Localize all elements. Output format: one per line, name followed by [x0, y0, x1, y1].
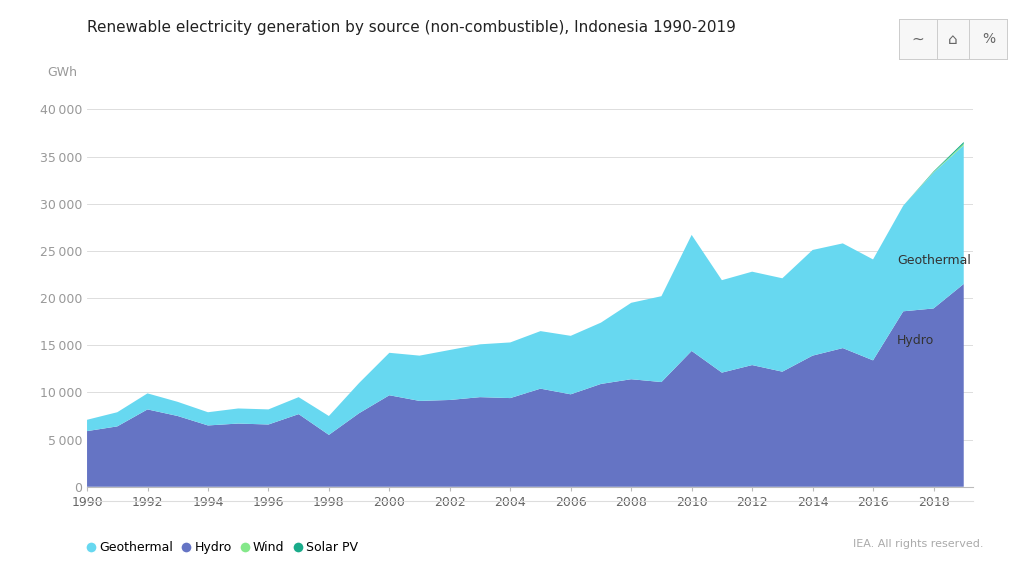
Text: ∼: ∼ — [911, 32, 924, 46]
Legend: Geothermal, Hydro, Wind, Solar PV: Geothermal, Hydro, Wind, Solar PV — [88, 541, 357, 554]
Text: IEA. All rights reserved.: IEA. All rights reserved. — [853, 539, 983, 549]
Text: GWh: GWh — [47, 66, 77, 79]
Text: Geothermal: Geothermal — [897, 254, 971, 267]
Text: Hydro: Hydro — [897, 334, 935, 347]
Text: ⌂: ⌂ — [948, 32, 957, 46]
Text: Renewable electricity generation by source (non-combustible), Indonesia 1990-201: Renewable electricity generation by sour… — [87, 20, 736, 35]
Text: %: % — [982, 32, 995, 46]
